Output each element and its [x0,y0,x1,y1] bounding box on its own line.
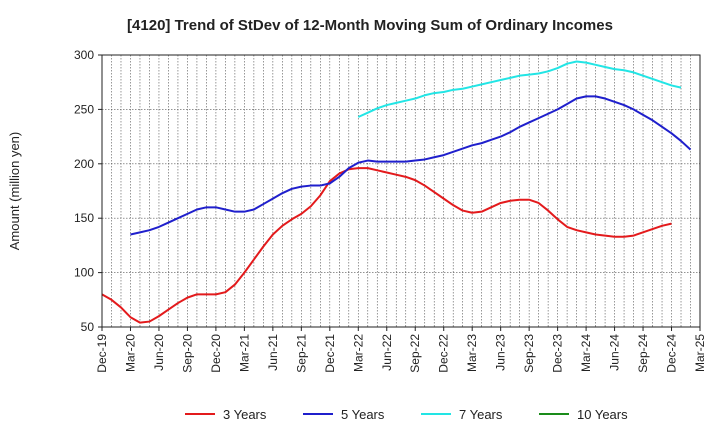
x-tick-label: Sep-20 [180,334,194,373]
x-tick-label: Dec-24 [665,334,679,373]
x-tick-label: Jun-21 [266,334,280,371]
series-line-7-years [357,60,682,118]
legend-label: 5 Years [341,407,385,422]
x-tick-label: Dec-23 [551,334,565,373]
legend-label: 10 Years [577,407,628,422]
x-axis-ticks: Dec-19 Mar-20 Jun-20 Sep-20 Dec-20 Mar-21 Jun-… [95,327,707,373]
x-tick-label: Mar-21 [237,334,251,372]
y-tick-label: 150 [74,211,94,225]
legend: 3 Years 5 Years 7 Years 10 Years [185,407,628,422]
chart-title: [4120] Trend of StDev of 12-Month Moving… [127,17,613,34]
y-tick-label: 300 [74,48,94,62]
y-tick-label: 50 [81,320,95,334]
y-tick-label: 250 [74,102,94,116]
x-tick-label: Jun-22 [380,334,394,371]
legend-label: 3 Years [223,407,267,422]
x-tick-label: Sep-21 [294,334,308,373]
series-layer [101,60,692,324]
x-tick-label: Sep-22 [408,334,422,373]
y-axis-ticks: 50 100 150 200 250 300 [74,48,102,334]
x-tick-label: Sep-24 [636,334,650,373]
x-tick-label: Sep-23 [522,334,536,373]
y-tick-label: 200 [74,157,94,171]
x-tick-label: Mar-24 [579,334,593,372]
x-tick-label: Dec-22 [437,334,451,373]
series-line-5-years [130,95,692,236]
y-tick-label: 100 [74,266,94,280]
x-tick-label: Mar-25 [693,334,707,372]
x-tick-label: Jun-20 [152,334,166,371]
x-tick-label: Dec-20 [209,334,223,373]
x-tick-label: Mar-20 [123,334,137,372]
x-tick-label: Jun-24 [608,334,622,371]
x-tick-label: Dec-19 [95,334,109,373]
x-tick-label: Jun-23 [494,334,508,371]
legend-label: 7 Years [459,407,503,422]
series-line-3-years [101,167,672,324]
y-axis-label: Amount (million yen) [7,132,22,251]
x-tick-label: Mar-23 [465,334,479,372]
x-tick-label: Dec-21 [323,334,337,373]
x-tick-label: Mar-22 [351,334,365,372]
plot-frame [101,54,701,328]
grid [102,55,700,327]
